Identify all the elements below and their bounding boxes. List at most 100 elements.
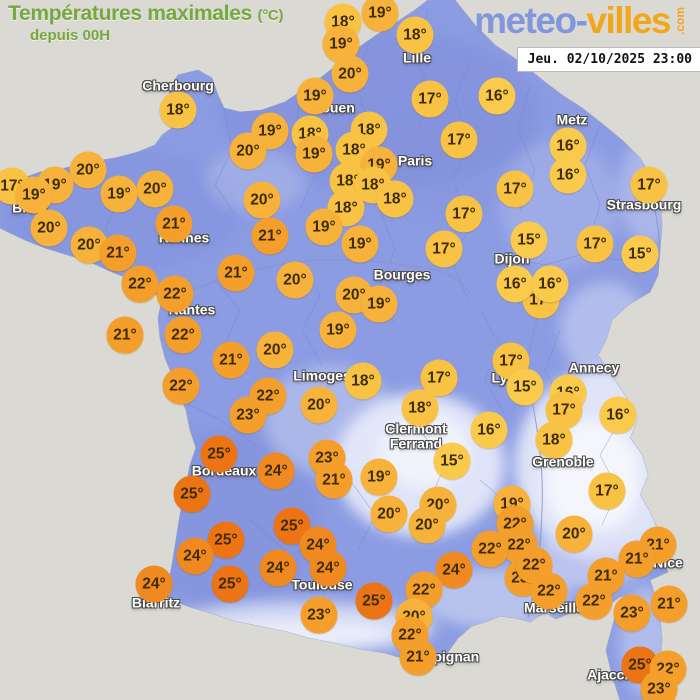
city-label: Annecy: [568, 359, 620, 376]
temp-marker: 17°: [630, 166, 668, 204]
city-label: Lille: [402, 49, 432, 66]
temp-marker: 21°: [251, 217, 289, 255]
temp-marker: 20°: [69, 151, 107, 189]
city-label: Bourges: [373, 266, 431, 283]
temp-marker: 21°: [399, 638, 437, 676]
temp-marker: 21°: [99, 234, 137, 272]
temp-marker: 19°: [100, 175, 138, 213]
temp-marker: 24°: [135, 565, 173, 603]
city-label: Metz: [556, 111, 588, 128]
temp-marker: 25°: [207, 521, 245, 559]
temp-marker: 17°: [411, 80, 449, 118]
page-subtitle: depuis 00H: [30, 27, 111, 44]
temp-marker: 19°: [295, 135, 333, 173]
temp-marker: 23°: [300, 596, 338, 634]
city-label: Strasbourg: [606, 196, 682, 213]
temp-marker: 17°: [445, 195, 483, 233]
temp-marker: 19°: [360, 285, 398, 323]
temp-marker: 20°: [555, 515, 593, 553]
temp-marker: 25°: [355, 582, 393, 620]
temp-marker: 20°: [300, 386, 338, 424]
city-label: Cherbourg: [142, 77, 214, 94]
temp-marker: 23°: [229, 396, 267, 434]
temp-marker: 19°: [360, 458, 398, 496]
temp-marker: 19°: [322, 25, 360, 63]
temp-marker: 19°: [341, 225, 379, 263]
temp-marker: 21°: [212, 341, 250, 379]
datetime-badge: Jeu. 02/10/2025 23:00: [516, 47, 700, 72]
temp-marker: 21°: [155, 205, 193, 243]
temp-marker: 22°: [575, 582, 613, 620]
temp-marker: 22°: [156, 275, 194, 313]
temp-marker: 17°: [425, 230, 463, 268]
temp-marker: 18°: [327, 189, 365, 227]
temp-marker: 20°: [256, 331, 294, 369]
temp-marker: 17°: [496, 170, 534, 208]
temp-marker: 23°: [613, 594, 651, 632]
temp-marker: 24°: [259, 549, 297, 587]
temp-marker: 15°: [506, 368, 544, 406]
city-label: Paris: [397, 152, 433, 169]
temp-marker: 22°: [121, 265, 159, 303]
temp-marker: 25°: [173, 475, 211, 513]
temp-marker: 20°: [229, 132, 267, 170]
temp-marker: 22°: [405, 571, 443, 609]
temp-marker: 21°: [217, 254, 255, 292]
temp-marker: 20°: [408, 506, 446, 544]
temp-marker: 22°: [249, 377, 287, 415]
temp-marker: 19°: [305, 208, 343, 246]
temp-marker: 24°: [257, 452, 295, 490]
page-title: Températures maximales (°C): [8, 2, 283, 26]
temp-marker: 19°: [361, 0, 399, 32]
temp-marker: 17°: [588, 472, 626, 510]
temp-marker: 19°: [319, 311, 357, 349]
city-label: Limoges: [293, 367, 351, 384]
temp-marker: 15°: [510, 221, 548, 259]
temp-marker: 16°: [470, 411, 508, 449]
temp-marker: 18°: [159, 91, 197, 129]
temp-marker: 16°: [549, 156, 587, 194]
temp-marker: 20°: [243, 181, 281, 219]
temp-marker: 18°: [376, 180, 414, 218]
temp-marker: 22°: [162, 367, 200, 405]
logo-part-orange: villes: [586, 0, 671, 41]
temp-marker: 18°: [401, 389, 439, 427]
temp-marker: 17°: [545, 391, 583, 429]
temp-marker: 15°: [433, 442, 471, 480]
temp-marker: 22°: [471, 530, 509, 568]
temp-marker: 25°: [211, 565, 249, 603]
temp-marker: 20°: [136, 170, 174, 208]
temp-marker: 15°: [621, 235, 659, 273]
temp-marker: 21°: [618, 540, 656, 578]
temp-marker: 20°: [30, 209, 68, 247]
temp-marker: 20°: [370, 495, 408, 533]
temp-marker: 21°: [650, 585, 688, 623]
temp-marker: 22°: [530, 572, 568, 610]
temp-marker: 18°: [535, 421, 573, 459]
temp-marker: 23°: [640, 670, 678, 700]
temp-marker: 22°: [164, 316, 202, 354]
temp-marker: 20°: [331, 55, 369, 93]
temp-marker: 16°: [531, 265, 569, 303]
temp-marker: 21°: [315, 461, 353, 499]
temp-marker: 16°: [478, 77, 516, 115]
temp-marker: 16°: [599, 396, 637, 434]
title-text: Températures maximales: [8, 2, 252, 25]
temp-marker: 18°: [344, 362, 382, 400]
temp-marker: 24°: [176, 537, 214, 575]
temp-marker: 21°: [106, 316, 144, 354]
map-header: Températures maximales (°C) depuis 00H: [8, 2, 283, 44]
logo-part-blue: meteo-: [474, 0, 588, 41]
city-label: Clermont Ferrand: [385, 420, 447, 452]
temp-marker: 16°: [549, 127, 587, 165]
meteo-villes-logo[interactable]: meteo-villes .com: [474, 0, 694, 42]
temp-marker: 16°: [496, 265, 534, 303]
temp-marker: 19°: [15, 176, 53, 214]
logo-dotcom: .com: [672, 6, 687, 36]
title-unit: (°C): [257, 7, 284, 24]
temp-marker: 18°: [396, 16, 434, 54]
temp-marker: 24°: [309, 549, 347, 587]
temp-marker: 19°: [296, 77, 334, 115]
